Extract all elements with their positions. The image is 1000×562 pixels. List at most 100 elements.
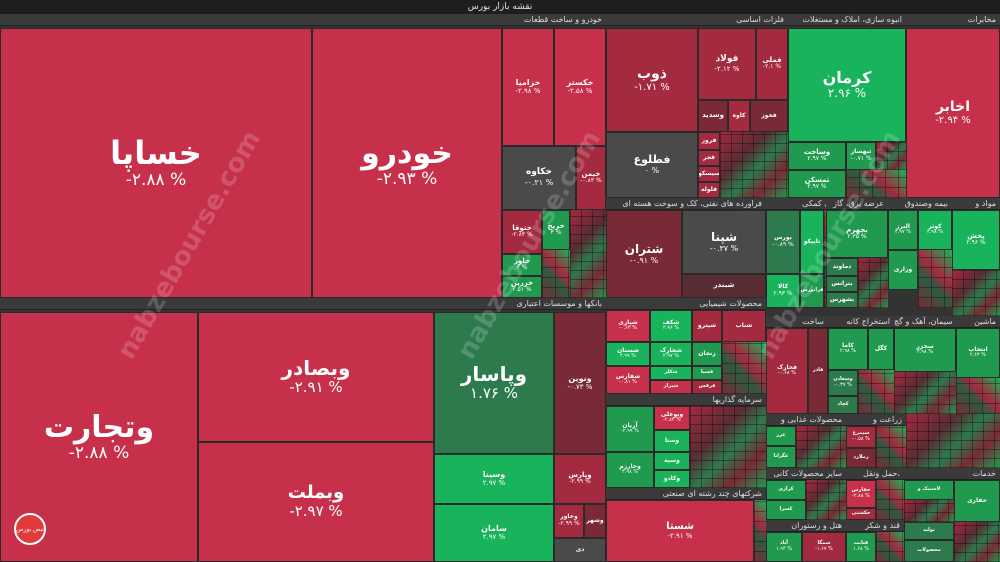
- sector-food[interactable]: محصولات غذایی و غزر غگرانا: [766, 414, 846, 468]
- tile-kerazi[interactable]: کرازی: [766, 480, 806, 500]
- tile-vsamaan[interactable]: وسعادن -۰.۳۷ %: [828, 370, 858, 396]
- small-tiles-mosaic[interactable]: [894, 372, 956, 414]
- tile-sakhzar[interactable]: سخزر ۲.۹۸ %: [894, 328, 956, 372]
- tile-hefari[interactable]: حفارس -۲.۸۸ %: [846, 480, 876, 508]
- tile-akhaber[interactable]: اخابر -۲.۹۴ %: [906, 28, 1000, 198]
- tile-samaan[interactable]: سامان ۲.۹۷ %: [434, 504, 554, 562]
- tile-khodro[interactable]: خودرو -۲.۹۳ %: [312, 28, 502, 298]
- tile-fakhouz[interactable]: فخوز: [750, 100, 788, 132]
- tile-vbemellat[interactable]: وبملت -۲.۹۷ %: [198, 442, 434, 562]
- sector-telecom[interactable]: مخابرات اخابر -۲.۹۴ %: [906, 14, 1000, 198]
- tile-vbours[interactable]: بورس -۰.۸۹ %: [766, 210, 800, 274]
- small-tiles-mosaic[interactable]: [904, 500, 954, 522]
- tile-betshahr[interactable]: بشهرس: [826, 292, 858, 308]
- tile-kerman[interactable]: کرمان ۲.۹۶ %: [788, 28, 906, 142]
- tile-shepakhsh[interactable]: شپترو: [692, 310, 722, 342]
- sector-hotel[interactable]: هتل و رستوران آباد ۱.۹۴ % سمگا -۱.۶۷ %: [766, 520, 846, 562]
- sector-transport[interactable]: حمل ونقل، حفارس -۲.۸۸ % حکشتی: [846, 468, 904, 520]
- tile-farous[interactable]: فروز: [698, 132, 720, 150]
- tile-zamarad[interactable]: زملارد: [846, 448, 876, 468]
- tile-vakhavar[interactable]: وخاور -۲.۹۹ %: [554, 504, 584, 538]
- tile-fajr[interactable]: فجر: [698, 150, 720, 166]
- tile-damavand[interactable]: دماوند: [826, 258, 858, 276]
- tile-kala[interactable]: کالا ۲.۹۳ %: [766, 274, 800, 308]
- tile-farabours[interactable]: فرابورس: [800, 274, 824, 308]
- tile-temskan[interactable]: ثمسکن ۲.۹۷ %: [788, 170, 846, 198]
- tile-shekam[interactable]: شکلر: [650, 366, 692, 380]
- tile-shasta[interactable]: شستا -۲.۹۱ %: [606, 500, 754, 562]
- tile-khakave[interactable]: خکاوه -۰.۲۱ %: [502, 146, 576, 210]
- tile-shetran[interactable]: شتران -۰.۹۱ %: [606, 210, 682, 298]
- tile-fezar[interactable]: فاذر: [808, 328, 828, 414]
- small-tiles-mosaic[interactable]: [570, 210, 606, 298]
- tile-kharikh[interactable]: خریخ ۳ %: [542, 210, 570, 250]
- sector-realestate[interactable]: انبوه سازی، املاک و مستغلات کرمان ۲.۹۶ %…: [788, 14, 906, 198]
- tile-fekarat[interactable]: فخارک -۰.۶۸ %: [766, 328, 808, 414]
- small-tiles-mosaic[interactable]: [806, 480, 846, 520]
- tile-simorgh[interactable]: سیمرغ -۰.۵۸ %: [846, 426, 876, 448]
- sector-pharma[interactable]: تولید محصولات: [904, 522, 1000, 562]
- tile-tolid[interactable]: تولید: [904, 522, 954, 540]
- small-tiles-mosaic[interactable]: [906, 414, 1000, 468]
- sector-insurance[interactable]: بیمه وصندوق البرز ۲.۹۷ % کوثر ۲.۹۸ % وزا…: [888, 198, 952, 316]
- small-tiles-mosaic[interactable]: [952, 270, 1000, 316]
- small-tiles-mosaic[interactable]: [722, 342, 766, 394]
- tile-vesina[interactable]: وسینا ۲.۹۷ %: [434, 454, 554, 504]
- tile-fesaba[interactable]: فسبا: [692, 366, 722, 380]
- small-tiles-mosaic[interactable]: [876, 142, 906, 170]
- tile-kheyman[interactable]: خیمن -۰.۸۳ %: [576, 146, 606, 210]
- tile-ghorvana[interactable]: غگرانا: [766, 446, 796, 468]
- tile-ghazar[interactable]: غزر: [766, 426, 796, 446]
- tile-bahram[interactable]: بجهرم ۲.۳۵ %: [826, 210, 888, 258]
- tile-vabina[interactable]: وبوعلی -۲.۸۲ %: [654, 406, 690, 430]
- tile-shahsaz[interactable]: ثبهساز -۰.۷۱ %: [846, 142, 876, 170]
- tile-folave[interactable]: فلوله: [698, 182, 720, 198]
- sector-construction[interactable]: ساخت فخارک -۰.۶۸ % فاذر: [766, 316, 828, 414]
- tile-fatoloo[interactable]: فطلوع ۰ %: [606, 132, 698, 198]
- tile-shekham[interactable]: شخارک ۲.۹۷ %: [650, 342, 692, 366]
- tile-vebsadr[interactable]: وبصادر -۲.۹۱ %: [198, 312, 434, 442]
- tile-arian[interactable]: آریان -۲.۹۹ %: [606, 406, 654, 452]
- tile-hekeshti[interactable]: حکشتی: [846, 508, 876, 520]
- tile-kasra[interactable]: کسرا: [766, 500, 806, 520]
- small-tiles-mosaic[interactable]: [956, 378, 1000, 414]
- sector-petro-products[interactable]: فراورده های نفتی، کک و سوخت هسته ای شترا…: [606, 198, 766, 298]
- tile-khavar[interactable]: خاور ۳ %: [502, 254, 542, 276]
- tile-shepna[interactable]: شپنا -۰.۳۷ %: [682, 210, 766, 274]
- tile-vsapa[interactable]: وسپه: [654, 452, 690, 470]
- small-tiles-mosaic[interactable]: [846, 170, 906, 198]
- small-tiles-mosaic[interactable]: [796, 426, 846, 468]
- tile-pakhsh[interactable]: پخش ۲.۹۶ %: [952, 210, 1000, 270]
- tile-ferqous[interactable]: فرقس: [692, 380, 722, 394]
- tile-zob[interactable]: ذوب -۱.۷۱ %: [606, 28, 698, 132]
- tile-khetavan[interactable]: ختوقا -۲.۸۳ %: [502, 210, 542, 254]
- tile-vnovin[interactable]: ونوین -۰.۷۳ %: [554, 312, 606, 454]
- tile-kama[interactable]: کاما ۲.۹۸ %: [828, 328, 868, 370]
- small-tiles-mosaic[interactable]: [858, 258, 888, 308]
- small-tiles-mosaic[interactable]: [876, 532, 904, 562]
- tile-betran[interactable]: بترانس: [826, 276, 858, 292]
- small-tiles-mosaic[interactable]: [876, 480, 904, 520]
- sector-services[interactable]: خدمات لاستیک و حفاری: [904, 468, 1000, 522]
- tile-vekharazm[interactable]: وخارزم ۲.۹۸ %: [606, 452, 654, 488]
- tile-sheraz[interactable]: شیراز: [650, 380, 692, 394]
- tile-alborz[interactable]: البرز ۲.۹۷ %: [888, 210, 918, 250]
- tile-samga[interactable]: سمگا -۱.۶۷ %: [802, 532, 846, 562]
- tile-fameli[interactable]: فملی -۲.۱ %: [756, 28, 788, 100]
- tile-virass[interactable]: وپارس -۲.۹۹ %: [554, 454, 606, 504]
- small-tiles-mosaic[interactable]: [542, 250, 570, 298]
- small-tiles-mosaic[interactable]: [876, 426, 906, 468]
- small-tiles-mosaic[interactable]: [954, 522, 1000, 562]
- tile-kowsar[interactable]: کوثر ۲.۹۸ %: [918, 210, 952, 250]
- tile-vsalim[interactable]: وکادو: [654, 470, 690, 488]
- sector-materials[interactable]: مواد و پخش ۲.۹۶ %: [952, 198, 1000, 316]
- tile-khazamia[interactable]: خزامیا -۲.۹۸ %: [502, 28, 554, 146]
- tile-shekaf[interactable]: شکف ۲.۹۶ %: [650, 310, 692, 342]
- sector-holdings[interactable]: سرمایه گذاریها آریان -۲.۹۹ % وبوعلی -۲.۸…: [606, 394, 766, 488]
- sector-sugar[interactable]: قند و شکر قثابت ۱.۶۸ %: [846, 520, 904, 562]
- tile-lastik[interactable]: لاستیک و: [904, 480, 954, 500]
- tile-antekhab[interactable]: انتخاب ۲.۶۳ %: [956, 328, 1000, 378]
- tile-shepari[interactable]: شپاری -۰.۶۳ %: [606, 310, 650, 342]
- sector-machinery[interactable]: ماشین انتخاب ۲.۶۳ %: [956, 316, 1000, 414]
- sector-cement[interactable]: سیمان، آهک و گچ سخزر ۲.۹۸ %: [894, 316, 956, 414]
